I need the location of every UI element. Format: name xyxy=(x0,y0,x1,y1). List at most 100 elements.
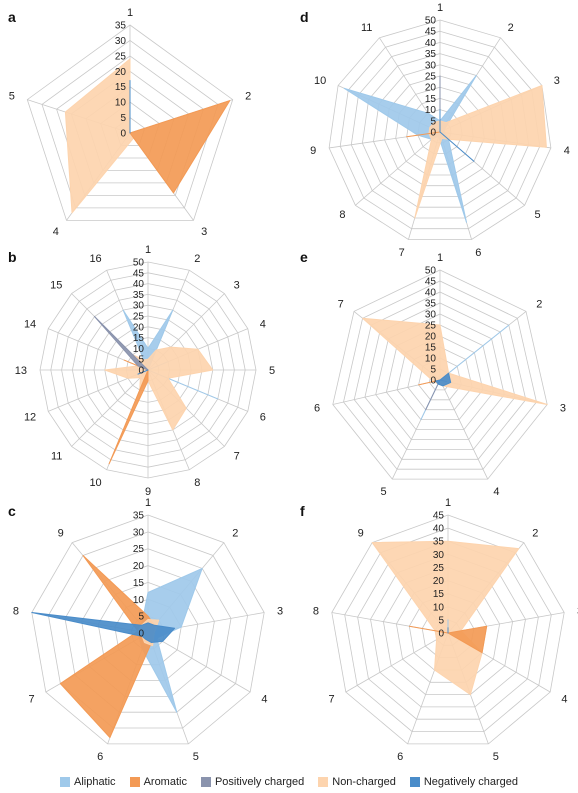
tick-label: 30 xyxy=(133,527,145,538)
category-label: 12 xyxy=(24,411,36,423)
tick-label: 30 xyxy=(133,301,145,312)
category-label: 8 xyxy=(339,209,345,221)
category-label: 1 xyxy=(437,252,443,264)
category-label: 7 xyxy=(28,694,34,706)
grid-ring xyxy=(56,55,204,196)
legend-item: Aliphatic xyxy=(59,776,116,788)
tick-label: 50 xyxy=(425,16,437,27)
category-label: 3 xyxy=(560,402,566,414)
grid-spoke xyxy=(355,131,441,206)
series-aliphatic xyxy=(343,75,477,223)
tick-label: 5 xyxy=(438,615,444,626)
tick-label: 0 xyxy=(138,366,144,377)
category-label: 9 xyxy=(310,145,316,157)
legend-label: Non-charged xyxy=(332,776,396,788)
category-label: 11 xyxy=(361,22,372,34)
tick-label: 40 xyxy=(425,288,437,299)
radar-charts-canvas: a0510152025303512345b0510152025303540455… xyxy=(8,2,578,763)
tick-label: 45 xyxy=(133,268,145,279)
category-label: 5 xyxy=(269,365,275,377)
category-label: 2 xyxy=(194,253,200,265)
grid-spoke xyxy=(439,379,489,480)
category-label: 1 xyxy=(145,497,151,509)
series-negatively-charged xyxy=(435,372,452,387)
category-label: 3 xyxy=(554,75,560,87)
category-label: 1 xyxy=(437,2,443,14)
tick-label: 5 xyxy=(138,612,144,623)
tick-label: 15 xyxy=(425,94,437,105)
tick-label: 10 xyxy=(433,602,445,613)
tick-label: 5 xyxy=(138,355,144,366)
legend-item: Positively charged xyxy=(200,776,305,788)
grid-spoke xyxy=(345,632,449,693)
tick-label: 5 xyxy=(430,116,436,127)
tick-label: 15 xyxy=(133,578,145,589)
legend-label: Negatively charged xyxy=(423,776,519,788)
panel-letter-f: f xyxy=(300,503,305,519)
panel-letter-b: b xyxy=(8,249,17,265)
series-positively-charged xyxy=(94,316,149,371)
tick-label: 5 xyxy=(120,113,126,124)
category-label: 9 xyxy=(58,528,64,540)
category-label: 6 xyxy=(475,247,481,259)
category-label: 5 xyxy=(493,751,499,763)
tick-label: 25 xyxy=(433,563,445,574)
series-negatively-charged xyxy=(137,369,149,375)
category-label: 6 xyxy=(260,411,266,423)
legend-swatch-icon xyxy=(129,777,140,787)
tick-label: 30 xyxy=(433,550,445,561)
grid-ring xyxy=(41,39,219,209)
grid-ring xyxy=(407,346,473,411)
tick-label: 15 xyxy=(433,589,445,600)
category-label: 7 xyxy=(338,298,344,310)
tick-label: 20 xyxy=(133,561,145,572)
tick-label: 10 xyxy=(425,105,437,116)
panel-letter-d: d xyxy=(300,9,309,25)
category-label: 6 xyxy=(397,751,403,763)
category-label: 2 xyxy=(245,91,251,103)
radar-panel-c: c 0 5 10 15 20 25 30 351 2 3 4 5 6 7 8 9 xyxy=(8,497,283,763)
tick-label: 35 xyxy=(433,537,445,548)
category-label: 11 xyxy=(51,451,62,463)
legend-swatch-icon xyxy=(200,777,211,787)
tick-label: 35 xyxy=(115,21,127,32)
panel-letter-c: c xyxy=(8,503,16,519)
grid-spoke xyxy=(71,369,149,447)
grid-ring xyxy=(370,553,526,708)
grid-spoke xyxy=(147,632,251,693)
tick-label: 20 xyxy=(133,322,145,333)
grid-ring xyxy=(343,280,537,470)
radar-panel-f: f051015202530354045123456789 xyxy=(300,497,578,763)
legend-label: Positively charged xyxy=(214,776,305,788)
tick-label: 0 xyxy=(430,128,436,139)
radar-panel-b: b051015202530354045501234567891011121314… xyxy=(8,244,275,498)
series-negatively-charged xyxy=(31,612,176,643)
category-label: 3 xyxy=(277,605,283,617)
series-non-charged xyxy=(371,540,520,696)
legend-swatch-icon xyxy=(409,777,420,787)
legend-swatch-icon xyxy=(318,777,329,787)
tick-label: 35 xyxy=(425,49,437,60)
series-non-charged xyxy=(104,346,214,431)
legend-item: Aromatic xyxy=(129,776,187,788)
tick-label: 25 xyxy=(425,321,437,332)
category-label: 7 xyxy=(399,247,405,259)
category-label: 4 xyxy=(564,145,570,157)
legend-swatch-icon xyxy=(59,777,70,787)
tick-label: 0 xyxy=(430,376,436,387)
tick-label: 15 xyxy=(133,333,145,344)
category-label: 4 xyxy=(493,486,499,498)
tick-label: 5 xyxy=(430,365,436,376)
tick-label: 25 xyxy=(115,51,127,62)
grid-ring xyxy=(395,580,501,683)
grid-ring xyxy=(382,566,514,695)
category-label: 2 xyxy=(536,298,542,310)
grid-ring xyxy=(361,53,519,208)
tick-label: 20 xyxy=(425,83,437,94)
tick-label: 10 xyxy=(115,98,127,109)
category-label: 1 xyxy=(445,497,451,509)
series-aromatic xyxy=(129,100,231,194)
tick-label: 35 xyxy=(133,290,145,301)
tick-label: 40 xyxy=(425,38,437,49)
category-label: 13 xyxy=(15,365,27,377)
